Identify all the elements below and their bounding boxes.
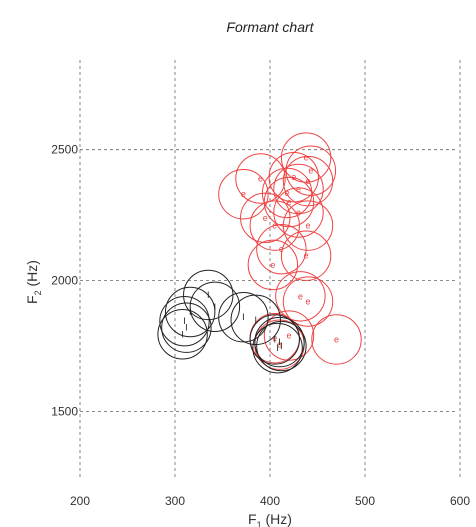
series-1-point-11	[252, 322, 303, 374]
chart-title: Formant chart	[226, 19, 314, 35]
x-tick-label-0: 200	[70, 494, 90, 508]
series-0-point-20	[311, 314, 362, 365]
series-0-point-label-9: e	[296, 208, 301, 218]
series-1-point-5	[159, 295, 210, 347]
grid	[79, 60, 461, 480]
x-tick-label-2: 400	[260, 494, 280, 508]
series-1-point-label-6: I	[185, 323, 188, 333]
y-axis-label-sub: 2	[33, 290, 43, 295]
series-0-point-label-2: e	[291, 172, 296, 182]
series-0-point-label-3: e	[258, 174, 263, 184]
x-axis-label-sub: 1	[257, 520, 262, 527]
series-0-point-15	[247, 239, 299, 291]
series-1-point-label-5: I	[183, 316, 186, 326]
series-1-point-8	[249, 314, 300, 365]
series-1-point-6	[161, 302, 212, 353]
series-0-point-8	[263, 176, 315, 228]
series-1-point-label-7: I	[181, 329, 184, 339]
series-1-point-label-9: I	[278, 337, 281, 347]
series-0-point-label-4: e	[305, 176, 310, 186]
series-1-point-2	[165, 286, 216, 338]
series-1-point-1	[189, 281, 241, 332]
series-0-point-9	[273, 187, 324, 238]
series-0-point-11	[249, 200, 300, 251]
series-0-point-label-6: e	[285, 188, 290, 198]
series-0-point-label-12: e	[305, 221, 310, 231]
series-0-point-label-15: e	[270, 260, 275, 270]
series-0-point-14	[280, 230, 332, 281]
series-0-point-label-1: e	[308, 166, 313, 176]
x-axis-label-main: F	[248, 511, 257, 527]
x-tick-label-1: 300	[165, 494, 185, 508]
series-0-point-12	[282, 200, 334, 251]
series-1-point-label-10: I	[280, 341, 283, 351]
series-0-point-label-5: e	[296, 184, 301, 194]
series-0-point-17	[282, 276, 334, 327]
y-axis-label-main: F	[24, 295, 40, 304]
series-0-point-label-14: e	[304, 251, 309, 261]
series-0-point-3	[235, 153, 286, 204]
series-0-point-label-17: e	[305, 297, 310, 307]
series-0-point-label-10: e	[263, 213, 268, 223]
series-0-point-label-8: e	[286, 197, 291, 207]
series-0-point-5	[273, 163, 324, 215]
series-1-point-10	[256, 320, 307, 372]
series-0-point-10	[240, 192, 291, 243]
series-0-point-label-16: e	[298, 291, 303, 301]
series-1-point-7	[157, 309, 208, 360]
series-0-point-label-0: e	[304, 153, 309, 163]
x-axis-label: F1 (Hz)	[248, 511, 292, 527]
y-tick-label-1: 2000	[51, 274, 78, 288]
series-1-point-label-8: I	[273, 334, 276, 344]
y-tick-label-2: 2500	[51, 143, 78, 157]
series-0-point-label-18: e	[272, 333, 277, 343]
series-0-point-label-20: e	[334, 334, 339, 344]
y-tick-label-0: 1500	[51, 404, 78, 418]
series-0-point-label-21: e	[277, 340, 282, 350]
series-1-point-9	[254, 316, 305, 368]
y-axis-label: F2 (Hz)	[24, 260, 43, 304]
series-1-point-4	[230, 294, 281, 346]
x-tick-label-4: 600	[450, 494, 470, 508]
series-0-point-16	[275, 271, 326, 322]
series-0-point-label-7: e	[241, 189, 246, 199]
series-0-point-7	[218, 169, 269, 220]
series-1-point-3	[218, 292, 269, 343]
series-1-point-label-3: I	[242, 312, 245, 322]
y-axis-label-unit: (Hz)	[24, 260, 40, 290]
x-tick-label-3: 500	[355, 494, 375, 508]
series-1-point-label-1: I	[214, 302, 217, 312]
series-1-point-label-4: I	[254, 315, 257, 325]
tick-labels: 200 300 400 500 600 1500 2000 2500	[51, 143, 470, 508]
series-0-point-label-19: e	[286, 331, 291, 341]
x-axis-label-unit: (Hz)	[262, 511, 292, 527]
series-0-point-label-13: e	[279, 244, 284, 254]
series-0-point-0	[280, 132, 332, 183]
series-1-point-label-11: I	[276, 343, 279, 353]
series-1-point-label-2: I	[189, 307, 192, 317]
series-0-point-13	[256, 223, 307, 275]
